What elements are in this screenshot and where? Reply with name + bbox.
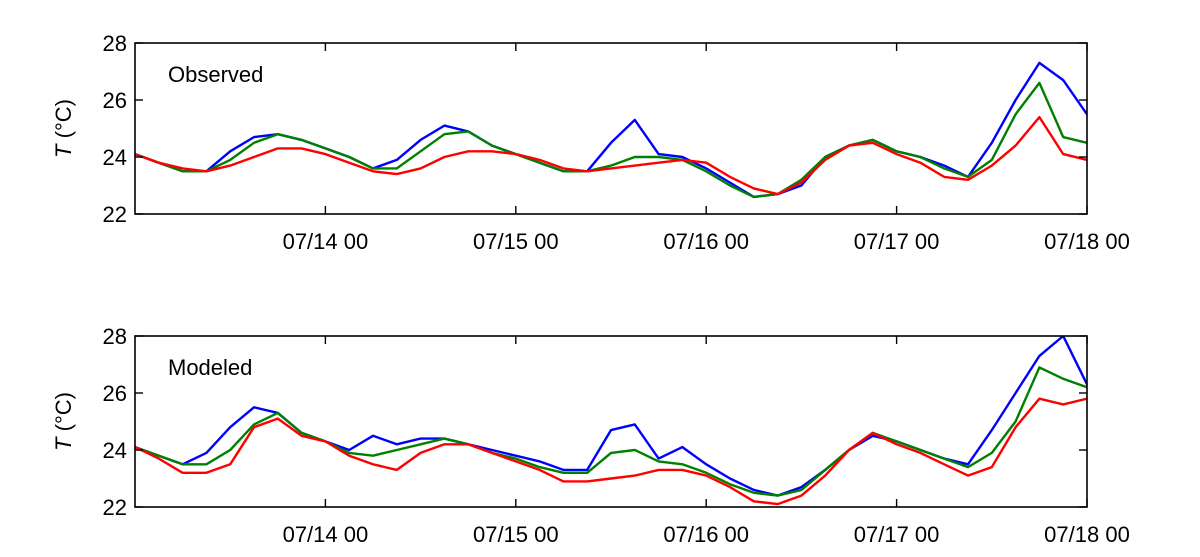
y-tick-label: 24: [103, 438, 127, 463]
y-axis-label-unit: (°C): [51, 392, 76, 437]
x-tick-label: 07/15 00: [473, 522, 559, 547]
y-tick-label: 28: [103, 31, 127, 56]
panel-title: Modeled: [168, 355, 252, 380]
x-tick-label: 07/18 00: [1044, 229, 1130, 254]
x-tick-label: 07/17 00: [854, 522, 940, 547]
x-tick-label: 07/16 00: [663, 229, 749, 254]
y-axis-label: T (°C): [51, 392, 76, 451]
series-line-2: [135, 366, 1087, 497]
x-tick-label: 07/16 00: [663, 522, 749, 547]
series-line-3: [135, 115, 1087, 196]
series-line-1: [135, 336, 1087, 497]
y-axis-label-symbol: T: [51, 436, 76, 451]
y-axis-label-symbol: T: [51, 143, 76, 158]
x-tick-label: 07/14 00: [283, 522, 369, 547]
y-tick-label: 24: [103, 145, 127, 170]
x-tick-label: 07/15 00: [473, 229, 559, 254]
x-tick-label: 07/18 00: [1044, 522, 1130, 547]
y-tick-label: 26: [103, 381, 127, 406]
y-tick-label: 28: [103, 324, 127, 349]
plot-frame: [134, 335, 1088, 508]
series-line-2: [135, 81, 1087, 199]
y-tick-label: 22: [103, 202, 127, 227]
x-tick-label: 07/14 00: [283, 229, 369, 254]
y-tick-label: 22: [103, 495, 127, 520]
y-tick-label: 26: [103, 88, 127, 113]
panel-modeled: 22 24 26 28 07/14 00 07/15 00 07/16 00 07/17 00…: [51, 324, 1130, 547]
y-axis-label-unit: (°C): [51, 99, 76, 144]
panel-title: Observed: [168, 62, 263, 87]
series-line-3: [135, 397, 1087, 506]
x-tick-label: 07/17 00: [854, 229, 940, 254]
y-axis-label: T (°C): [51, 99, 76, 158]
panel-observed: 22 24 26 28 07/14 00 07/15 00 07/16 00 07/17 00…: [51, 31, 1130, 254]
plot-frame: [134, 42, 1088, 215]
